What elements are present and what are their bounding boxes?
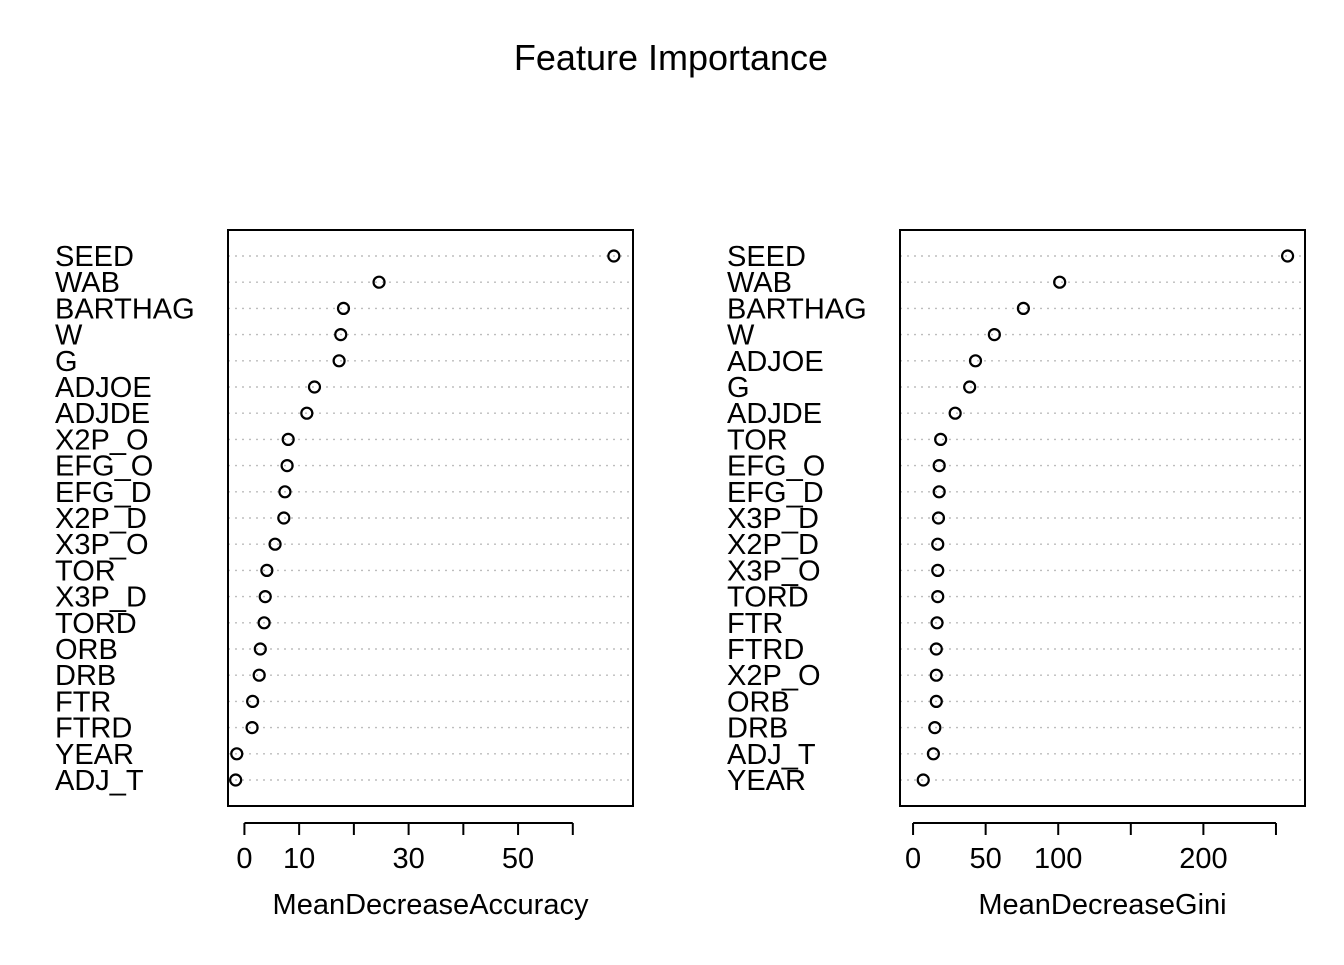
panel-2-row-label: W [727, 320, 755, 352]
panel-1-row-label: ORB [55, 634, 118, 666]
panel-2-row-label: TORD [727, 582, 809, 614]
panel-2-point [931, 537, 945, 551]
panel-2-row-label: FTRD [727, 634, 804, 666]
panel-1-row-label: ADJ_T [55, 765, 144, 797]
panel-2-point [926, 747, 940, 761]
panel-1-x-axis-title: MeanDecreaseAccuracy [273, 889, 589, 921]
panel-2-point [929, 642, 943, 656]
panel-1-x-tick-label: 30 [392, 843, 424, 875]
panel-1-point [258, 589, 272, 604]
panel-2-row-label: WAB [727, 267, 792, 299]
panel-1-point [281, 432, 295, 446]
panel-1-point [307, 380, 322, 394]
panel-1-row-label: YEAR [55, 739, 134, 771]
panel-2-row-label: SEED [727, 241, 806, 273]
panel-1-point [253, 642, 267, 656]
panel-1-point [372, 275, 386, 289]
panel-1-row-label: X2P_D [55, 503, 147, 535]
panel-1-row-label: ADJDE [55, 398, 150, 430]
panel-2-point [929, 668, 943, 682]
panel-2-point [930, 616, 944, 630]
panel-2-point [934, 432, 948, 446]
panel-2-point [968, 354, 983, 368]
panel-2-point [963, 380, 977, 394]
panel-2-point [932, 459, 946, 473]
panel-2-x-tick-label: 200 [1179, 843, 1227, 875]
panel-2-x-axis-title: MeanDecreaseGini [978, 889, 1226, 921]
panel-2-row-label: X3P_O [727, 555, 821, 587]
panel-1-point [334, 328, 348, 342]
panel-1-point [268, 537, 282, 551]
panel-2-row-label: BARTHAG [727, 293, 867, 325]
panel-2-point [916, 773, 930, 787]
panel-2-row-label: X2P_O [727, 660, 821, 692]
panel-1-row-label: ADJOE [55, 372, 152, 404]
panel-2-row-label: EFG_O [727, 451, 825, 483]
panel-2-point [931, 563, 945, 578]
panel-1-point [332, 354, 346, 368]
panel-2-row-label: X2P_D [727, 529, 819, 561]
panel-1-row-label: X3P_O [55, 529, 149, 561]
panel-2-point [929, 694, 943, 709]
panel-1-point [336, 301, 351, 315]
panel-1-row-label: EFG_D [55, 477, 152, 509]
panel-2-point [931, 589, 945, 604]
panel-2-point [987, 328, 1001, 342]
panel-1-row-label: DRB [55, 660, 116, 692]
panel-2-point [931, 511, 946, 525]
panel-1-point [300, 406, 314, 420]
panel-2-row-label: ADJOE [727, 346, 824, 378]
panel-1-point [280, 459, 294, 473]
panel-1-x-tick-label: 50 [502, 843, 534, 875]
panel-1-point [278, 485, 292, 499]
panel-1-point [252, 668, 266, 682]
panel-2-row-label: FTR [727, 608, 783, 640]
panel-2-frame [899, 229, 1306, 807]
panel-1-row-label: G [55, 346, 78, 378]
panel-2-x-tick-label: 100 [1034, 843, 1082, 875]
panel-2-point [928, 720, 942, 735]
panel-1-frame [227, 229, 634, 807]
panel-1-row-label: BARTHAG [55, 293, 195, 325]
panel-1-point [230, 747, 244, 761]
panel-2-point [1053, 275, 1067, 289]
panel-2-x-tick-label: 50 [970, 843, 1002, 875]
panel-1-row-label: WAB [55, 267, 120, 299]
panel-2-row-label: ADJDE [727, 398, 822, 430]
chart-title: Feature Importance [514, 37, 828, 78]
panel-1-row-label: SEED [55, 241, 134, 273]
panel-1-point [260, 563, 274, 578]
panel-1-row-label: TOR [55, 555, 116, 587]
panel-2-point [1280, 249, 1295, 263]
panel-2-row-label: ADJ_T [727, 739, 816, 771]
panel-2-point [948, 406, 962, 420]
panel-2-row-label: ORB [727, 686, 790, 718]
panel-1-row-label: X3P_D [55, 582, 147, 614]
panel-1-row-label: FTR [55, 686, 111, 718]
panel-1-point [607, 249, 621, 263]
panel-1-row-label: W [55, 320, 83, 352]
panel-2-point [1016, 301, 1030, 315]
panel-2-row-label: G [727, 372, 750, 404]
panel-2-row-label: TOR [727, 424, 788, 456]
panel-1-point [277, 511, 291, 525]
panel-1-point [245, 720, 259, 735]
panel-1-row-label: X2P_O [55, 424, 149, 456]
panel-1-row-label: FTRD [55, 713, 132, 745]
panel-2-row-label: YEAR [727, 765, 806, 797]
panel-1-row-label: TORD [55, 608, 137, 640]
panel-1-point [257, 616, 271, 630]
panel-1-x-tick-label: 0 [236, 843, 252, 875]
panel-1-point [229, 773, 243, 787]
panel-1-point [246, 694, 260, 709]
panel-2-row-label: EFG_D [727, 477, 824, 509]
panel-2-point [932, 485, 946, 499]
panel-2-row-label: DRB [727, 713, 788, 745]
panel-2-x-tick-label: 0 [905, 843, 921, 875]
panel-1-x-tick-label: 10 [283, 843, 315, 875]
panel-1-row-label: EFG_O [55, 451, 153, 483]
panel-2-row-label: X3P_D [727, 503, 819, 535]
